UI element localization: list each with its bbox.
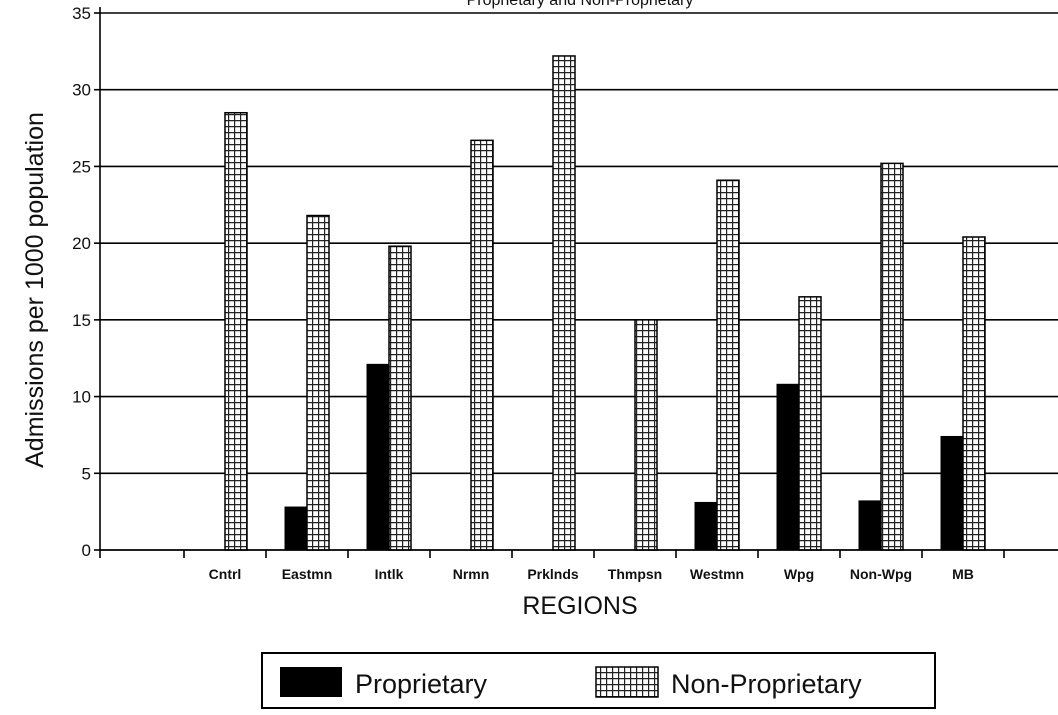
- x-tick-label: MB: [952, 566, 974, 582]
- bar-non-proprietary: [306, 214, 330, 551]
- y-tick-label: 20: [72, 234, 91, 253]
- y-axis-title: Admissions per 1000 population: [21, 112, 49, 468]
- y-tick-label: 35: [72, 4, 91, 23]
- legend-swatch-non-proprietary: [595, 666, 659, 698]
- bar-non-proprietary: [634, 319, 658, 551]
- chart-title: Proprietary and Non-Proprietary: [467, 0, 694, 9]
- bar-proprietary: [858, 500, 882, 551]
- bar-non-proprietary: [798, 296, 822, 551]
- bar-non-proprietary: [224, 111, 248, 551]
- x-tick-label: Eastmn: [282, 566, 333, 582]
- gridlines: [100, 12, 1058, 551]
- bar-proprietary: [694, 501, 718, 551]
- y-axis: 0 5 10 15 20 25 30 35: [72, 4, 101, 560]
- x-axis-title: REGIONS: [522, 592, 637, 620]
- bar-non-proprietary: [470, 139, 494, 551]
- x-tick-label: Non-Wpg: [850, 566, 912, 582]
- x-tick-label: Prklnds: [527, 566, 579, 582]
- bar-non-proprietary: [880, 162, 904, 551]
- x-axis: Cntrl Eastmn Intlk Nrmn Prklnds Thmpsn Westmn W…: [100, 549, 1058, 582]
- y-tick-label: 10: [72, 388, 91, 407]
- y-tick-label: 5: [82, 464, 91, 483]
- bars: [224, 55, 986, 551]
- bar-non-proprietary: [388, 245, 412, 551]
- bar-proprietary: [776, 383, 800, 551]
- y-tick-label: 0: [82, 541, 91, 560]
- bar-non-proprietary: [962, 236, 986, 551]
- bar-proprietary: [940, 435, 964, 551]
- x-tick-label: Thmpsn: [608, 566, 662, 582]
- y-tick-label: 30: [72, 81, 91, 100]
- y-tick-label: 25: [72, 157, 91, 176]
- bar-non-proprietary: [716, 179, 740, 551]
- x-tick-label: Wpg: [784, 566, 814, 582]
- bar-proprietary: [284, 506, 308, 551]
- legend-label-proprietary: Proprietary: [355, 669, 488, 699]
- legend: Proprietary Non-Proprietary: [261, 652, 936, 709]
- x-tick-label: Cntrl: [209, 566, 242, 582]
- x-tick-label: Intlk: [375, 566, 404, 582]
- x-tick-label: Westmn: [690, 566, 744, 582]
- y-tick-label: 15: [72, 311, 91, 330]
- bar-non-proprietary: [552, 55, 576, 551]
- bar-proprietary: [366, 363, 390, 551]
- x-tick-label: Nrmn: [453, 566, 490, 582]
- legend-label-non-proprietary: Non-Proprietary: [671, 669, 862, 699]
- legend-swatch-proprietary: [280, 667, 342, 697]
